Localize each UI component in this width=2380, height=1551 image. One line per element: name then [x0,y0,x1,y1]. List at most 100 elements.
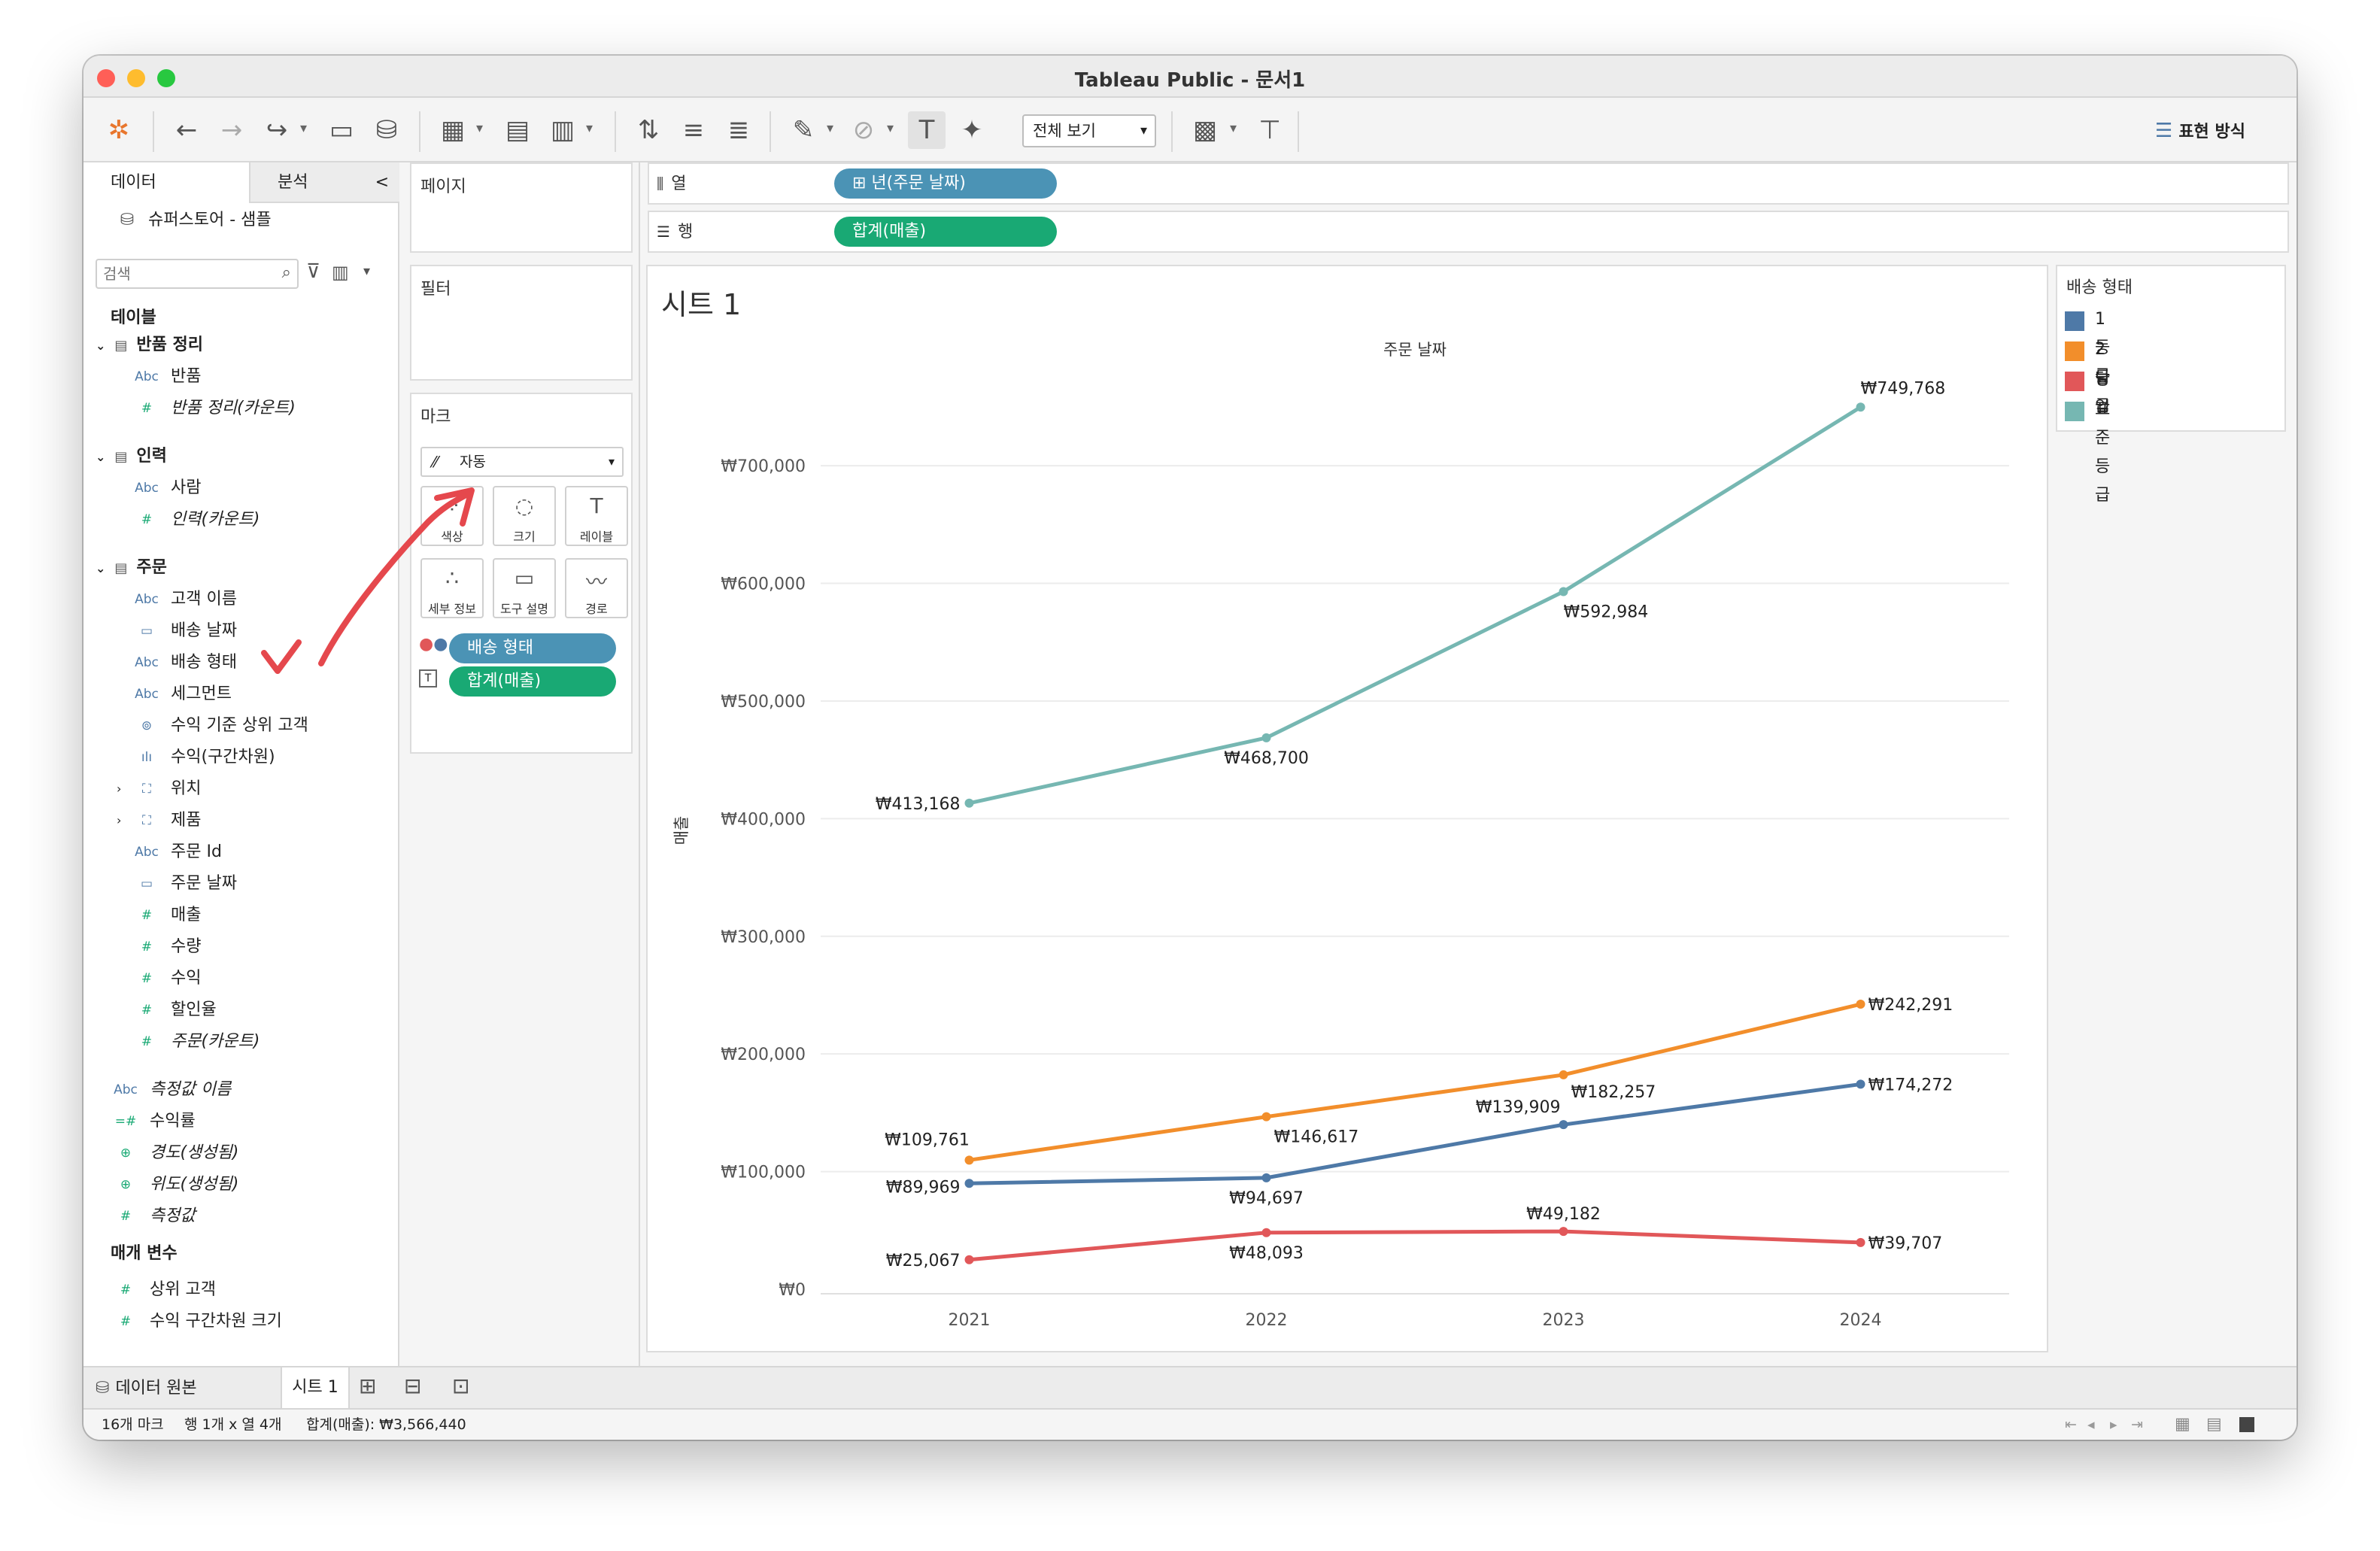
tooltip-button[interactable]: ▭ 도구 설명 [493,558,556,618]
replay-icon[interactable]: ↪ [266,115,288,145]
search-box[interactable]: ⌕ [96,259,299,289]
hierarchy-icon: ⛶ [142,782,151,797]
data-point [964,1255,974,1264]
tableau-logo-icon[interactable]: ✲ [108,115,130,145]
new-datasource-icon[interactable]: ⛁ [375,115,398,145]
pin-axes-icon[interactable]: ✦ [961,115,983,145]
mark-type-select[interactable]: ⁄⁄ 자동 ▾ [420,447,624,477]
swap-icon[interactable]: ⇅ [637,115,660,145]
data-point [1856,1079,1865,1089]
table-group[interactable]: ⌄ ▤ 인력 [96,441,167,472]
field-name: 반품 정리(카운트) [171,399,296,417]
filters-card[interactable]: 필터 [410,265,633,381]
data-label: ₩109,761 [885,1131,970,1149]
last-page-icon[interactable]: ⇥ [2131,1416,2143,1433]
mark-button-label: 경로 [585,602,608,616]
table-group[interactable]: ⌄ ▤ 반품 정리 [96,329,203,361]
new-sheet-icon[interactable]: ▦ [440,115,466,145]
new-story-icon[interactable]: ⊡ [452,1373,470,1398]
chevron-right-icon[interactable]: › [117,813,122,827]
first-page-icon[interactable]: ⇤ [2065,1416,2077,1433]
zoom-window-button[interactable] [157,69,175,87]
bin-icon: ılı [141,750,153,765]
chevron-down-icon[interactable]: ⌄ [96,561,106,575]
sort-ascending-icon[interactable]: ≡ [682,115,705,145]
data-point [1261,1228,1271,1237]
tab-data[interactable]: 데이터 [83,162,249,203]
collapse-pane-icon[interactable]: < [375,173,389,192]
mark-pill-sum-sales[interactable]: 합계(매출) [449,666,616,697]
tables-heading: 테이블 [111,308,156,327]
rows-shelf[interactable]: ☰ 행 합계(매출) [648,211,2289,253]
minimize-window-button[interactable] [127,69,145,87]
table-group-name: 반품 정리 [136,335,204,354]
columns-shelf[interactable]: ⫼ 열 ⊞ 년(주문 날짜) [648,162,2289,205]
chevron-down-icon[interactable]: ▾ [363,263,371,279]
mark-pill-shipping-mode[interactable]: 배송 형태 [449,633,616,663]
field-name: 수익 기준 상위 고객 [171,716,308,735]
field-name: 측정값 [150,1207,196,1225]
tab-analysis[interactable]: 분석 < [249,162,399,203]
sheet-view-icon[interactable] [2239,1417,2254,1432]
datasource-icon: ⛁ [120,211,135,229]
show-me-button[interactable]: ☰ 표현 방식 [2155,114,2245,147]
mark-button-label: 도구 설명 [500,602,548,616]
data-point [1261,1173,1271,1182]
chevron-down-icon[interactable]: ⌄ [96,450,106,464]
chevron-down-icon[interactable]: ⌄ [96,338,106,353]
legend-title: 배송 형태 [2066,278,2133,297]
columns-pill-year[interactable]: ⊞ 년(주문 날짜) [834,168,1057,199]
filter-icon[interactable]: ⊽ [306,260,321,283]
sheet-title: 시트 1 [661,288,742,321]
chevron-right-icon[interactable]: › [117,782,122,796]
field-name: 배송 날짜 [171,621,237,640]
measure-icon: # [120,1314,132,1329]
color-legend[interactable]: 배송 형태 1등급 2등급 당일 표준 등급 [2056,265,2286,505]
clear-sheet-icon[interactable]: ▥ [550,115,575,145]
search-icon: ⌕ [281,263,291,282]
redo-icon[interactable]: → [220,115,243,145]
new-worksheet-icon[interactable]: ⊞ [359,1373,377,1398]
card-visibility-icon[interactable]: ▩ [1192,115,1218,145]
worksheet-view[interactable]: 시트 1 주문 날짜 매출 ₩0 ₩100,000 ₩200,000 ₩300,000 ₩4… [646,265,2048,1352]
datasource-tab[interactable]: ⛁ 데이터 원본 [96,1375,197,1402]
color-encoding-icon: ●● [419,635,448,654]
datasource-name: 슈퍼스토어 - 샘플 [148,211,272,229]
list-view-icon[interactable]: ▤ [2206,1415,2222,1434]
highlight-icon[interactable]: ✎ [792,115,815,145]
presentation-icon[interactable]: ⊤ [1258,115,1281,145]
tab-sheet-1[interactable]: 시트 1 [281,1367,350,1410]
group-icon[interactable]: ⊘ [852,115,875,145]
prev-page-icon[interactable]: ◂ [2087,1416,2095,1433]
undo-icon[interactable]: ← [175,115,198,145]
view-options-icon[interactable]: ▥ [332,262,349,283]
field-name: 수익률 [150,1112,196,1131]
calculated-measure-icon: =# [114,1114,137,1129]
detail-button[interactable]: ∴ 세부 정보 [420,558,484,618]
new-dashboard-icon[interactable]: ⊟ [404,1373,422,1398]
path-button[interactable]: 〰 경로 [565,558,628,618]
data-label: ₩146,617 [1274,1128,1359,1147]
abc-icon: Abc [135,481,159,496]
save-icon[interactable]: ▭ [329,115,354,145]
close-window-button[interactable] [97,69,115,87]
pages-card[interactable]: 페이지 [410,162,633,253]
next-page-icon[interactable]: ▸ [2110,1416,2117,1433]
rows-label-text: 행 [677,223,694,241]
show-labels-icon[interactable]: T [908,111,946,149]
legend-swatch [2065,402,2084,421]
status-sum: 합계(매출): ₩3,566,440 [306,1416,466,1433]
size-button[interactable]: ◌ 크기 [493,486,556,546]
table-group[interactable]: ⌄ ▤ 주문 [96,552,167,584]
rows-pill-sum-sales[interactable]: 합계(매출) [834,217,1057,247]
data-point [1559,1227,1568,1237]
search-input[interactable] [103,263,269,284]
legend-item-label: 1등급 [2095,310,2111,386]
sort-descending-icon[interactable]: ≣ [727,115,750,145]
fit-select[interactable]: 전체 보기 ▾ [1022,114,1156,147]
grid-view-icon[interactable]: ▦ [2175,1415,2190,1434]
abc-icon: Abc [135,369,159,384]
label-button[interactable]: T 레이블 [565,486,628,546]
duplicate-sheet-icon[interactable]: ▤ [505,115,530,145]
